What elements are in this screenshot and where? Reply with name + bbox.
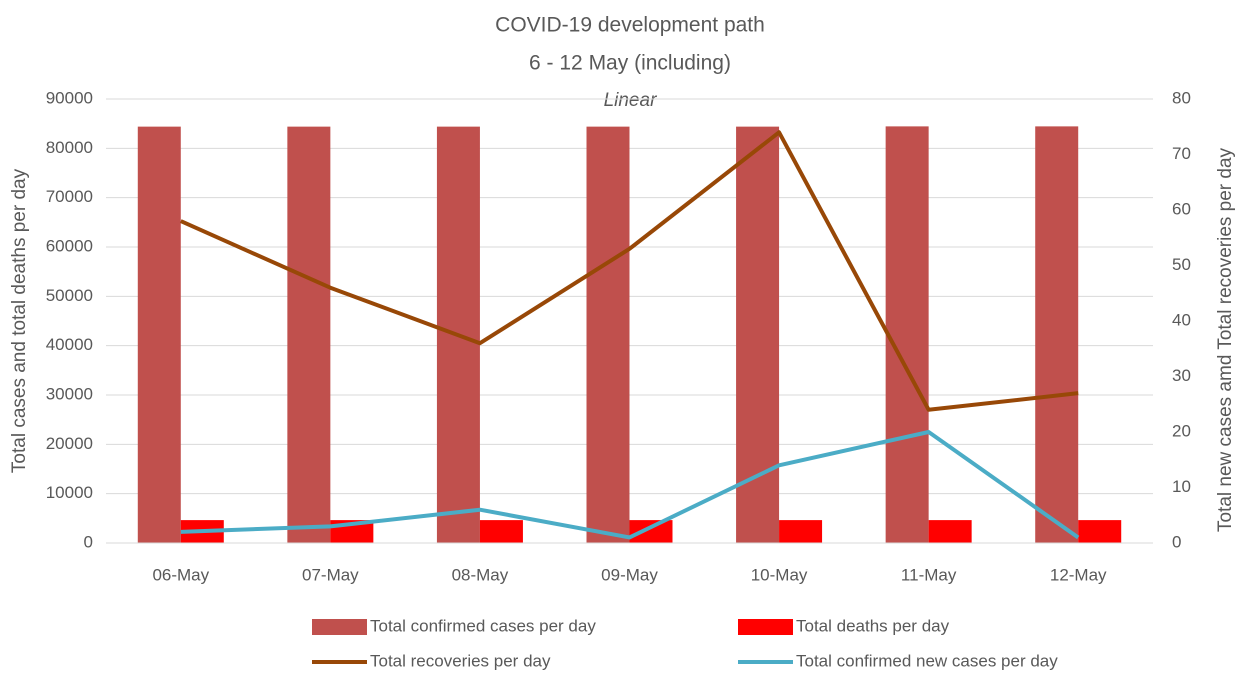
legend-label: Total confirmed new cases per day xyxy=(796,651,1058,670)
legend-label: Total recoveries per day xyxy=(370,651,551,670)
y2-tick-label: 30 xyxy=(1172,366,1191,385)
y2-tick-label: 10 xyxy=(1172,477,1191,496)
chart-subtitle: 6 - 12 May (including) xyxy=(529,52,731,75)
x-tick-label: 11-May xyxy=(901,565,957,584)
y-tick-label: 30000 xyxy=(46,384,93,403)
y-tick-label: 80000 xyxy=(46,138,93,157)
bar xyxy=(779,520,823,543)
y2-tick-label: 20 xyxy=(1172,421,1191,440)
y-axis-label: Total cases and total deaths per day xyxy=(9,168,30,473)
x-tick-label: 06-May xyxy=(152,565,209,584)
legend-label: Total deaths per day xyxy=(796,616,950,635)
x-tick-label: 09-May xyxy=(601,565,658,584)
bar xyxy=(479,520,523,543)
bar xyxy=(629,520,673,543)
line xyxy=(179,130,1079,412)
y2-tick-label: 70 xyxy=(1172,144,1191,163)
y-tick-label: 50000 xyxy=(46,286,93,305)
bar xyxy=(1035,126,1079,543)
bar xyxy=(885,126,929,543)
y2-tick-label: 80 xyxy=(1172,88,1191,107)
y-tick-label: 20000 xyxy=(46,434,93,453)
y-tick-label: 40000 xyxy=(46,335,93,354)
line xyxy=(180,430,1080,540)
bar xyxy=(928,520,972,543)
bar xyxy=(287,126,331,544)
y-tick-label: 90000 xyxy=(46,88,93,107)
y2-tick-label: 40 xyxy=(1172,310,1191,329)
y-tick-label: 10000 xyxy=(46,483,93,502)
legend-label: Total confirmed cases per day xyxy=(370,616,596,635)
y-tick-label: 70000 xyxy=(46,187,93,206)
legend-swatch xyxy=(738,619,793,635)
x-tick-label: 10-May xyxy=(751,565,808,584)
y2-tick-label: 0 xyxy=(1172,532,1181,551)
bar xyxy=(586,126,630,544)
x-tick-label: 12-May xyxy=(1050,565,1107,584)
annotation: Linear xyxy=(604,90,657,111)
y2-axis-label: Total new cases amd Total recoveries per… xyxy=(1215,147,1236,532)
bar xyxy=(1078,520,1122,543)
y2-tick-label: 60 xyxy=(1172,199,1191,218)
x-tick-label: 08-May xyxy=(452,565,509,584)
legend-swatch xyxy=(312,619,367,635)
bar xyxy=(137,126,181,544)
x-tick-label: 07-May xyxy=(302,565,359,584)
y2-tick-label: 50 xyxy=(1172,255,1191,274)
chart-title: COVID-19 development path xyxy=(495,14,765,37)
y-tick-label: 0 xyxy=(84,532,93,551)
bar xyxy=(736,126,780,544)
y-tick-label: 60000 xyxy=(46,236,93,255)
